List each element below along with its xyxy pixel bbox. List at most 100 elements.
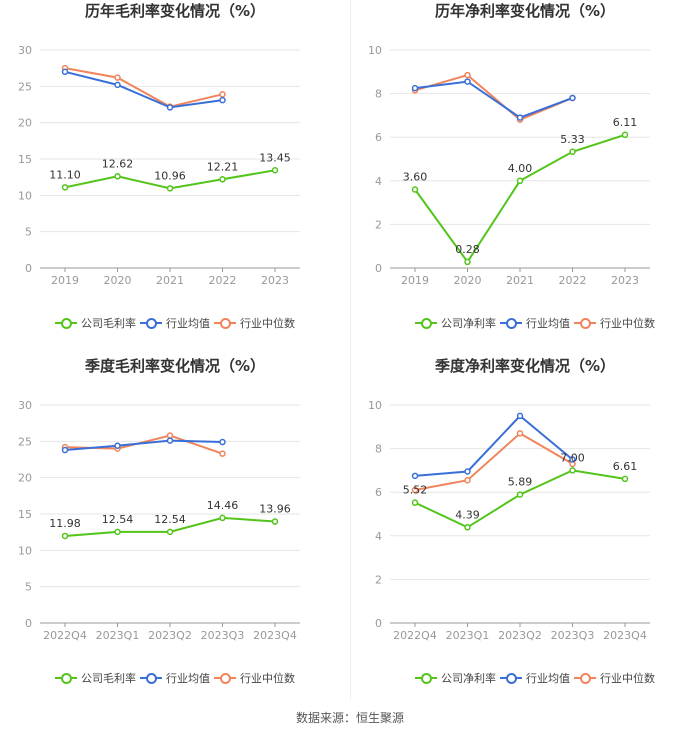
legend-company[interactable]: 公司净利率 (415, 669, 496, 687)
x-tick-label: 2019 (401, 274, 429, 287)
data-label: 3.60 (403, 171, 428, 184)
y-tick-label: 2 (375, 218, 382, 231)
legend-industry-avg[interactable]: 行业均值 (500, 314, 570, 332)
y-tick-label: 6 (375, 131, 382, 144)
data-point (518, 178, 523, 183)
y-tick-label: 4 (375, 530, 382, 543)
data-label: 12.54 (154, 513, 186, 526)
data-point (63, 185, 68, 190)
chart-plot: 0 5 10 15 20 25 30 2022Q4 2023Q1 2023Q2 2023Q3 2023… (0, 355, 350, 710)
series-line (415, 75, 573, 120)
y-tick-label: 30 (18, 44, 32, 57)
data-point (63, 69, 68, 74)
data-point (115, 174, 120, 179)
y-tick-label: 10 (18, 189, 32, 202)
legend-marker-icon (415, 672, 437, 684)
data-label: 5.52 (403, 484, 428, 497)
quarterly-gross-margin-chart: 季度毛利率变化情况（%） 0 5 10 15 20 25 30 2022Q4 2023Q1 202… (0, 355, 350, 710)
y-tick-label: 5 (25, 226, 32, 239)
legend-label: 行业中位数 (600, 670, 655, 686)
legend-industry-avg[interactable]: 行业均值 (500, 669, 570, 687)
legend-marker-icon (574, 317, 596, 329)
quarterly-net-margin-chart: 季度净利率变化情况（%） 0 2 4 6 8 10 2022Q4 2023Q1 2023Q2 20… (350, 355, 700, 710)
y-tick-label: 0 (25, 262, 32, 275)
data-label: 12.21 (207, 160, 239, 173)
data-point (465, 73, 470, 78)
legend-marker-icon (214, 672, 236, 684)
x-tick-label: 2023Q2 (148, 629, 192, 642)
y-tick-label: 5 (25, 581, 32, 594)
x-tick-label: 2020 (104, 274, 132, 287)
data-label: 4.39 (455, 508, 480, 521)
legend-marker-icon (500, 672, 522, 684)
x-tick-label: 2023Q3 (551, 629, 595, 642)
legend-industry-median[interactable]: 行业中位数 (574, 314, 655, 332)
x-tick-label: 2023Q1 (446, 629, 490, 642)
legend-label: 行业均值 (166, 670, 210, 686)
data-point (570, 95, 575, 100)
data-point (570, 468, 575, 473)
annual-net-margin-chart: 历年净利率变化情况（%） 0 2 4 6 8 10 2019 2020 2021 2022 2023… (350, 0, 700, 355)
x-tick-label: 2020 (454, 274, 482, 287)
series-line (415, 82, 573, 118)
annual-gross-margin-chart: 历年毛利率变化情况（%） 0 5 10 15 20 25 30 2019 2020 2021 202… (0, 0, 350, 355)
series-line (415, 416, 573, 476)
y-tick-label: 10 (18, 544, 32, 557)
x-tick-label: 2022 (559, 274, 587, 287)
y-tick-label: 25 (18, 435, 32, 448)
data-point (518, 492, 523, 497)
legend-label: 行业均值 (166, 315, 210, 331)
x-tick-label: 2023Q4 (603, 629, 647, 642)
y-tick-label: 25 (18, 80, 32, 93)
legend-company[interactable]: 公司毛利率 (55, 669, 136, 687)
data-point (465, 478, 470, 483)
data-point (168, 529, 173, 534)
data-point (465, 469, 470, 474)
legend-marker-icon (140, 317, 162, 329)
data-label: 6.61 (613, 460, 638, 473)
y-tick-label: 15 (18, 508, 32, 521)
data-point (273, 168, 278, 173)
legend-label: 公司净利率 (441, 670, 496, 686)
data-point (168, 438, 173, 443)
x-tick-label: 2022Q4 (43, 629, 87, 642)
legend-industry-avg[interactable]: 行业均值 (140, 669, 210, 687)
data-point (115, 529, 120, 534)
data-label: 11.10 (49, 168, 81, 181)
legend-marker-icon (55, 317, 77, 329)
y-tick-label: 0 (25, 617, 32, 630)
data-label: 0.28 (455, 243, 480, 256)
legend-industry-median[interactable]: 行业中位数 (214, 669, 295, 687)
data-point (518, 413, 523, 418)
legend-label: 行业均值 (526, 670, 570, 686)
y-tick-label: 15 (18, 153, 32, 166)
legend-label: 公司净利率 (441, 315, 496, 331)
data-label: 6.11 (613, 116, 638, 129)
chart-plot: 0 5 10 15 20 25 30 2019 2020 2021 2022 2023 11.10 12.… (0, 0, 350, 355)
legend-marker-icon (214, 317, 236, 329)
x-tick-label: 2023Q2 (498, 629, 542, 642)
x-tick-label: 2021 (506, 274, 534, 287)
data-point (518, 115, 523, 120)
legend-industry-median[interactable]: 行业中位数 (574, 669, 655, 687)
legend-industry-avg[interactable]: 行业均值 (140, 314, 210, 332)
chart-plot: 02468102019 2020 2021 2022 20233.600.284.005… (350, 0, 700, 355)
legend-industry-median[interactable]: 行业中位数 (214, 314, 295, 332)
y-tick-label: 30 (18, 399, 32, 412)
y-tick-label: 10 (368, 399, 382, 412)
legend-label: 行业中位数 (240, 315, 295, 331)
x-tick-label: 2023 (611, 274, 639, 287)
legend-company[interactable]: 公司毛利率 (55, 314, 136, 332)
data-point (570, 149, 575, 154)
data-label: 12.54 (102, 513, 134, 526)
x-tick-label: 2023Q1 (96, 629, 140, 642)
series-line (65, 436, 223, 454)
y-tick-label: 0 (375, 617, 382, 630)
x-tick-label: 2023Q3 (201, 629, 245, 642)
data-label: 5.33 (560, 133, 585, 146)
data-point (115, 82, 120, 87)
y-tick-label: 2 (375, 573, 382, 586)
y-tick-label: 20 (18, 117, 32, 130)
legend-company[interactable]: 公司净利率 (415, 314, 496, 332)
data-point (413, 187, 418, 192)
